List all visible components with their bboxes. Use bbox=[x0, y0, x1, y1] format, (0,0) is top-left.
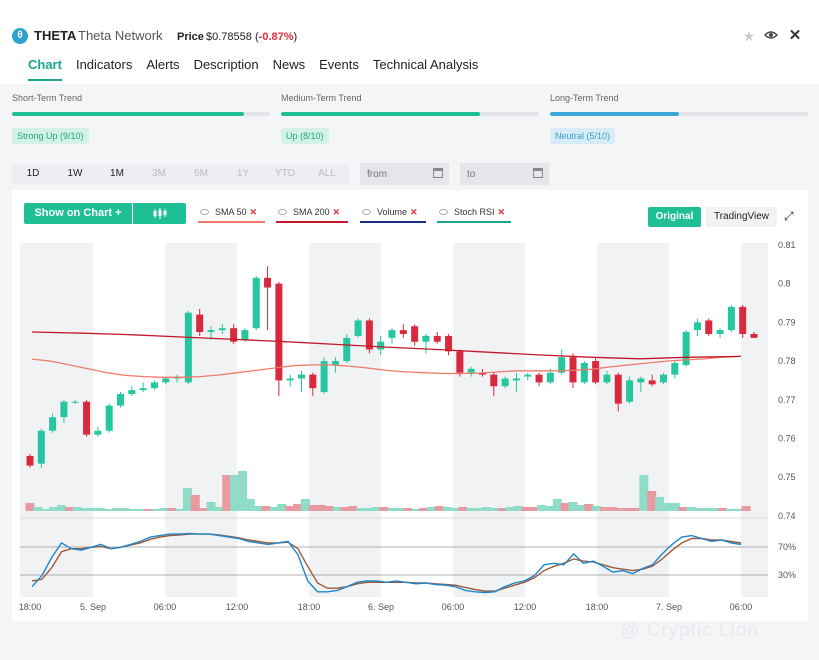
time-range-selector: 1D 1W 1M 3M 6M 1Y YTD ALL bbox=[12, 164, 349, 184]
trend-summary: Short-Term Trend Strong Up (9/10) Medium… bbox=[0, 84, 819, 156]
trend-badge: Up (8/10) bbox=[281, 128, 329, 144]
indicator-label: SMA 50 bbox=[215, 207, 247, 217]
theta-coin-icon: θ bbox=[12, 28, 28, 44]
close-icon[interactable]: ✕ bbox=[788, 27, 802, 44]
calendar-icon[interactable] bbox=[433, 168, 443, 178]
tab-events[interactable]: Events bbox=[319, 57, 359, 72]
indicator-label: SMA 200 bbox=[293, 207, 330, 217]
show-on-chart-button[interactable]: Show on Chart + bbox=[24, 203, 132, 224]
eye-icon[interactable] bbox=[439, 209, 448, 215]
tab-news[interactable]: News bbox=[272, 57, 306, 72]
calendar-icon[interactable] bbox=[533, 168, 543, 178]
trend-title: Long-Term Trend bbox=[550, 93, 619, 103]
range-all: ALL bbox=[318, 168, 336, 179]
remove-icon[interactable]: ✕ bbox=[249, 207, 258, 217]
price-value: $0.78558 bbox=[206, 31, 252, 43]
range-1m[interactable]: 1M bbox=[110, 168, 124, 179]
trend-title: Medium-Term Trend bbox=[281, 93, 362, 103]
indicator-label: Stoch RSI bbox=[454, 207, 495, 217]
indicator-stoch-rsi[interactable]: Stoch RSI ✕ bbox=[437, 205, 511, 223]
tab-chart[interactable]: Chart bbox=[28, 57, 62, 81]
indicator-volume[interactable]: Volume ✕ bbox=[360, 205, 426, 223]
medium-term-trend: Medium-Term Trend Up (8/10) bbox=[281, 93, 539, 144]
tradingview-button[interactable]: TradingView bbox=[706, 207, 777, 227]
tab-technical-analysis[interactable]: Technical Analysis bbox=[372, 57, 479, 72]
tab-description[interactable]: Description bbox=[193, 57, 259, 72]
range-ytd: YTD bbox=[275, 168, 295, 179]
eye-icon[interactable] bbox=[362, 209, 371, 215]
indicator-sma50[interactable]: SMA 50 ✕ bbox=[198, 205, 265, 223]
price-change-value: -0.87% bbox=[258, 31, 294, 43]
original-chart-button[interactable]: Original bbox=[648, 207, 701, 227]
eye-icon[interactable] bbox=[200, 209, 209, 215]
date-from-input[interactable] bbox=[360, 163, 449, 185]
candlestick-icon bbox=[153, 208, 167, 219]
range-3m: 3M bbox=[152, 168, 166, 179]
range-1w[interactable]: 1W bbox=[67, 168, 83, 179]
remove-icon[interactable]: ✕ bbox=[497, 207, 506, 217]
indicator-sma200[interactable]: SMA 200 ✕ bbox=[276, 205, 348, 223]
tab-indicators[interactable]: Indicators bbox=[75, 57, 133, 72]
trend-track bbox=[550, 112, 808, 116]
date-to-input[interactable] bbox=[460, 163, 549, 185]
tab-alerts[interactable]: Alerts bbox=[146, 57, 180, 72]
star-icon[interactable]: ★ bbox=[742, 28, 756, 44]
range-1y: 1Y bbox=[236, 168, 250, 179]
range-1d[interactable]: 1D bbox=[26, 168, 40, 179]
trend-title: Short-Term Trend bbox=[12, 93, 83, 103]
watermark: @ Cryptic Lion bbox=[620, 620, 759, 641]
candlestick-type-button[interactable] bbox=[133, 203, 186, 224]
trend-fill bbox=[550, 112, 679, 116]
chart-panel bbox=[12, 190, 808, 621]
trend-track bbox=[281, 112, 539, 116]
price-change: (-0.87%) bbox=[255, 31, 298, 43]
trend-badge: Strong Up (9/10) bbox=[12, 128, 89, 144]
trend-fill bbox=[281, 112, 480, 116]
trend-track bbox=[12, 112, 270, 116]
coin-name: Theta Network bbox=[78, 28, 163, 43]
short-term-trend: Short-Term Trend Strong Up (9/10) bbox=[12, 93, 270, 144]
price-label: Price bbox=[177, 31, 204, 43]
eye-icon[interactable] bbox=[763, 28, 779, 44]
range-6m: 6M bbox=[194, 168, 208, 179]
eye-icon[interactable] bbox=[278, 209, 287, 215]
indicator-label: Volume bbox=[377, 207, 408, 217]
long-term-trend: Long-Term Trend Neutral (5/10) bbox=[550, 93, 808, 144]
coin-symbol: THETA bbox=[34, 28, 77, 43]
tab-bar: Chart Indicators Alerts Description News… bbox=[28, 57, 478, 81]
expand-icon[interactable]: ⤢ bbox=[784, 209, 794, 223]
remove-icon[interactable]: ✕ bbox=[332, 207, 341, 217]
remove-icon[interactable]: ✕ bbox=[410, 207, 418, 217]
trend-fill bbox=[12, 112, 245, 116]
trend-badge: Neutral (5/10) bbox=[550, 128, 616, 144]
